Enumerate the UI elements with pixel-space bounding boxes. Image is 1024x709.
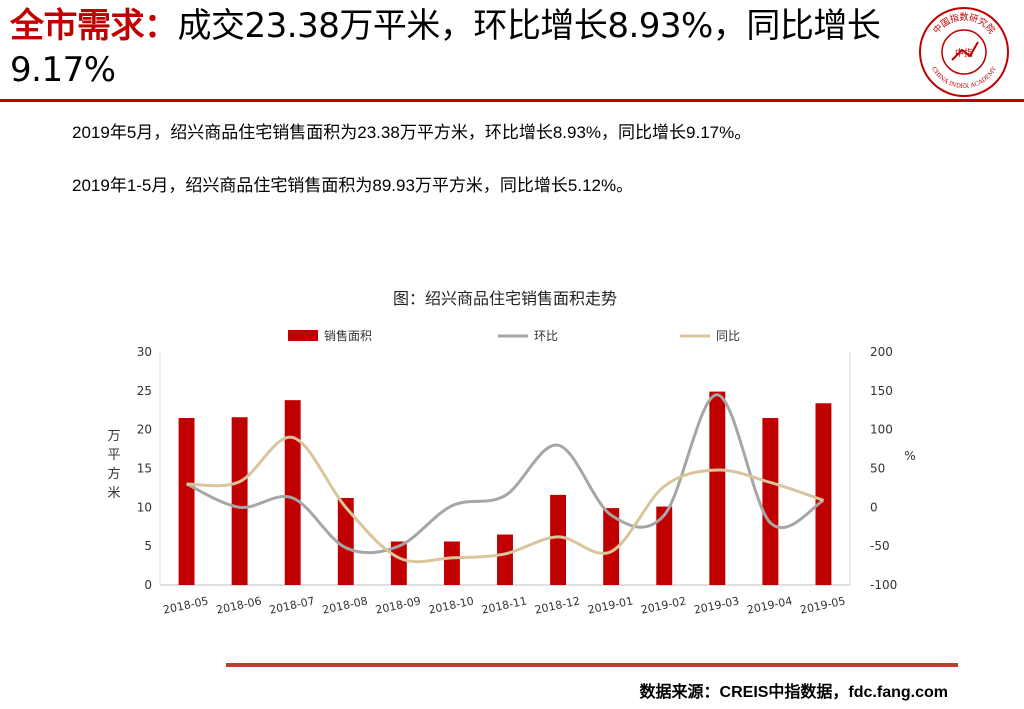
bar-sales [231, 417, 248, 585]
title-accent: 全市需求： [10, 6, 178, 46]
bar-sales [390, 541, 407, 585]
x-tick-label: 2018-05 [162, 594, 210, 616]
x-tick-label: 2018-11 [480, 594, 528, 616]
y2-tick-label: 0 [870, 500, 878, 514]
y2-axis-label: % [904, 449, 915, 463]
title-text: 成交23.38万平米，环比增长8.93%，同比增长9.17% [10, 6, 881, 90]
bar-sales [815, 403, 832, 585]
bar-sales [497, 534, 513, 585]
x-tick-label: 2019-03 [693, 594, 741, 616]
y2-tick-label: -50 [870, 539, 890, 553]
summary-line-2: 2019年1-5月，绍兴商品住宅销售面积为89.93万平方米，同比增长5.12%… [72, 176, 634, 195]
y-tick-label: 25 [137, 384, 152, 398]
data-source: 数据来源：CREIS中指数据，fdc.fang.com [639, 684, 948, 701]
y-tick-label: 15 [137, 462, 152, 476]
x-tick-label: 2018-09 [374, 594, 422, 616]
x-tick-label: 2018-07 [268, 594, 316, 616]
summary-line-1: 2019年5月，绍兴商品住宅销售面积为23.38万平方米，环比增长8.93%，同… [72, 123, 752, 142]
bar-sales [603, 508, 620, 585]
trend-icon [951, 41, 979, 61]
line-mom [185, 393, 825, 555]
y-axis-label-char: 方 [107, 466, 120, 482]
title-rule [0, 99, 1024, 102]
y-axis-label-char: 米 [107, 486, 120, 501]
y2-tick-label: 50 [870, 462, 885, 476]
y-axis-label-char: 平 [107, 448, 120, 463]
line-yoy [186, 435, 824, 564]
y2-tick-label: 150 [870, 384, 893, 398]
chart-title: 图：绍兴商品住宅销售面积走势 [393, 289, 617, 308]
bar-sales [178, 418, 195, 585]
bar-sales [443, 541, 460, 585]
academy-logo: 中国指数研究院 CHINA INDEX ACADEMY 中指 [918, 6, 1010, 98]
legend-swatch-bar [288, 330, 318, 341]
legend-label-sales: 销售面积 [324, 328, 372, 343]
y2-tick-label: -100 [870, 578, 897, 592]
y2-tick-label: 200 [870, 345, 893, 359]
svg-text:CHINA INDEX ACADEMY: CHINA INDEX ACADEMY [930, 65, 998, 90]
legend-label-mom: 环比 [534, 329, 558, 343]
x-tick-label: 2019-01 [587, 594, 635, 616]
slide-title: 全市需求：成交23.38万平米，环比增长8.93%，同比增长9.17% [10, 4, 910, 92]
y-tick-label: 30 [137, 345, 152, 359]
y-axis-label-char: 万 [107, 429, 120, 444]
y-tick-label: 5 [144, 539, 152, 553]
bar-sales [284, 400, 301, 585]
legend-label-yoy: 同比 [716, 329, 740, 343]
bottom-rule [226, 663, 958, 667]
bar-sales [337, 498, 354, 585]
y2-tick-label: 100 [870, 423, 893, 437]
bar-sales [550, 494, 567, 585]
x-tick-label: 2018-10 [427, 594, 475, 616]
x-tick-label: 2019-05 [799, 594, 847, 616]
x-tick-label: 2018-08 [321, 594, 369, 616]
x-tick-label: 2019-02 [640, 594, 688, 616]
y-tick-label: 0 [144, 578, 152, 592]
x-tick-label: 2019-04 [746, 594, 794, 616]
y-tick-label: 10 [137, 500, 152, 514]
bar-sales [762, 418, 779, 585]
y-tick-label: 20 [137, 423, 152, 437]
logo-text-en: CHINA INDEX ACADEMY [930, 65, 998, 90]
bar-sales [709, 391, 726, 585]
bar-sales [656, 506, 673, 585]
x-tick-label: 2018-12 [534, 594, 582, 616]
x-tick-label: 2018-06 [215, 594, 263, 616]
